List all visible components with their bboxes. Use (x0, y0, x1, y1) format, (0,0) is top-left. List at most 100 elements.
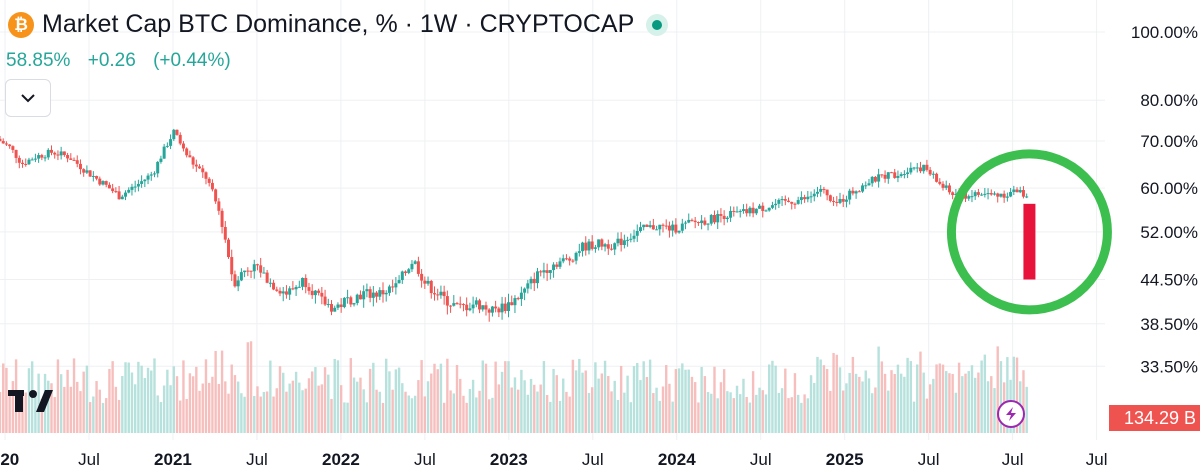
candle-body (915, 167, 919, 169)
volume-bar (774, 365, 777, 433)
candle-body (95, 175, 99, 179)
candle-body (465, 304, 469, 311)
volume-bar (880, 361, 884, 433)
volume-bar (858, 376, 861, 433)
candle-body (346, 297, 350, 299)
x-tick-label: 2022 (322, 450, 360, 469)
candle-body (764, 210, 768, 212)
candle-body (11, 146, 15, 150)
volume-bar (217, 383, 221, 433)
volume-bar (101, 402, 105, 433)
volume-bar (594, 362, 597, 433)
candle-body (249, 270, 253, 272)
candle-body (82, 169, 86, 173)
volume-bar (870, 393, 874, 433)
candle-body (564, 258, 568, 260)
volume-bar (819, 359, 822, 433)
volume-bar (619, 365, 623, 433)
volume-bar (603, 360, 607, 433)
volume-bar (201, 383, 204, 433)
x-tick-label: Jul (750, 450, 772, 469)
volume-bar (964, 373, 967, 433)
volume-bar (27, 368, 31, 433)
volume-bar (652, 393, 655, 433)
candle-body (294, 287, 298, 290)
volume-bar (230, 364, 233, 433)
volume-bar (11, 381, 15, 433)
volume-bar (459, 378, 462, 433)
candle-body (230, 257, 234, 275)
candle-body (227, 239, 231, 258)
candle-body (490, 306, 494, 313)
volume-bar (291, 380, 295, 433)
volume-bar (121, 375, 124, 433)
candle-body (30, 159, 34, 161)
candle-body (397, 280, 401, 284)
volume-bars (0, 341, 1028, 433)
volume-bar (993, 388, 996, 433)
legend-toggle-button[interactable] (5, 79, 51, 117)
x-tick-label: Jul (582, 450, 604, 469)
volume-bar (310, 371, 314, 433)
volume-bar (919, 351, 922, 433)
change-percent: (+0.44%) (153, 50, 231, 71)
candle-body (935, 173, 939, 182)
volume-bar (413, 395, 417, 433)
candle-body (49, 149, 53, 153)
volume-bar (391, 389, 394, 433)
candle-body (98, 178, 102, 185)
x-tick-label: Jul (918, 450, 940, 469)
volume-bar (500, 371, 504, 433)
candle-body (43, 157, 47, 159)
volume-bar (581, 372, 584, 433)
candle-body (175, 129, 179, 135)
candle-body (410, 263, 414, 270)
candle-body (442, 291, 446, 297)
y-tick-label: 38.50% (1140, 315, 1198, 334)
candle-body (925, 164, 929, 170)
candle-body (339, 304, 343, 308)
volume-bar (246, 342, 250, 433)
candle-body (66, 155, 70, 159)
candle-body (770, 205, 774, 208)
volume-bar (977, 372, 980, 433)
candle-body (1009, 191, 1013, 197)
candle-body (281, 291, 285, 294)
candle-body (204, 172, 208, 179)
volume-bar (742, 378, 745, 433)
candle-body (288, 288, 292, 295)
candle-body (368, 289, 372, 298)
volume-bar (294, 371, 298, 433)
volume-bar (53, 397, 56, 433)
volume-bar (896, 364, 900, 433)
volume-bar (999, 361, 1003, 433)
chevron-down-icon (21, 94, 35, 103)
volume-bar (674, 369, 678, 433)
candle-body (101, 181, 105, 185)
volume-label: 134.29 B (1109, 405, 1200, 431)
volume-bar (256, 386, 259, 433)
volume-bar (809, 375, 813, 433)
tradingview-logo-icon[interactable] (8, 390, 56, 419)
volume-bar (288, 383, 291, 433)
candle-body (185, 148, 189, 156)
candle-body (880, 174, 884, 176)
volume-bar (648, 359, 652, 433)
x-tick-label: 020 (0, 450, 19, 469)
candle-body (848, 190, 852, 200)
volume-bar (253, 395, 256, 433)
volume-bar (481, 360, 484, 433)
x-tick-label: Jul (78, 450, 100, 469)
candle-body (391, 286, 395, 288)
lightning-icon[interactable] (997, 400, 1025, 428)
candle-body (970, 196, 974, 198)
candle-body (178, 134, 182, 144)
change-value: +0.26 (87, 50, 136, 71)
x-tick-label: 2025 (826, 450, 864, 469)
volume-bar (909, 361, 913, 433)
volume-bar (542, 361, 546, 433)
volume-bar (372, 362, 375, 433)
volume-bar (829, 390, 832, 433)
volume-bar (957, 362, 961, 433)
